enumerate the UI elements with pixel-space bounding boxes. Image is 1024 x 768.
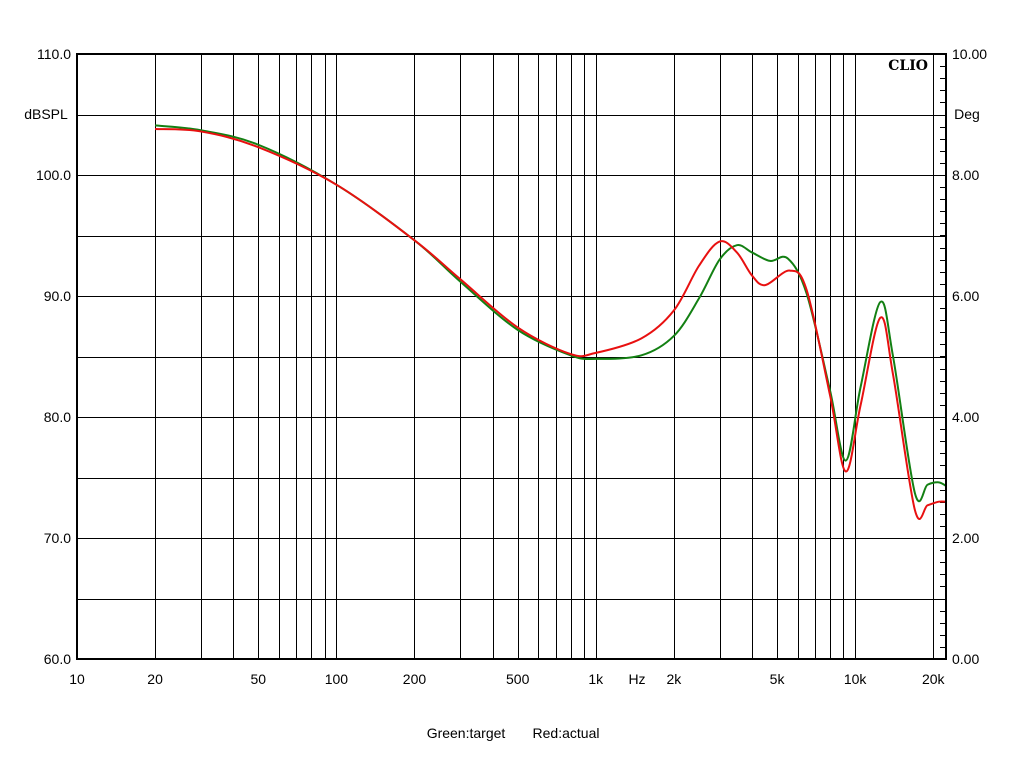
y-tick-label: 70.0	[44, 530, 71, 546]
legend-green: Green:target	[427, 725, 506, 741]
x-axis-label: Hz	[628, 671, 645, 687]
grid	[77, 54, 946, 659]
x-tick-label: 5k	[770, 671, 786, 687]
legend-red: Red:actual	[533, 725, 600, 741]
y-tick-label: 80.0	[44, 409, 71, 425]
y2-tick-label: 10.00	[952, 46, 987, 62]
x-tick-label: 200	[403, 671, 427, 687]
x-tick-label: 10k	[844, 671, 868, 687]
y-tick-label: 100.0	[36, 167, 71, 183]
series-line-target	[154, 124, 947, 503]
plot-frame	[76, 53, 947, 660]
y2-tick-label: 6.00	[952, 288, 979, 304]
tick-labels: 10 20 50 100 200 500 1k 2k 5k 10k 20k 110.0 100.0 90.…	[36, 46, 987, 687]
x-tick-label: 20	[147, 671, 163, 687]
y2-tick-label: 4.00	[952, 409, 979, 425]
y2-axis-label: Deg	[954, 106, 980, 122]
y2-tick-label: 8.00	[952, 167, 979, 183]
x-tick-label: 1k	[588, 671, 604, 687]
x-tick-label: 10	[69, 671, 85, 687]
y-axis-label: dBSPL	[24, 106, 68, 122]
y2-tick-label: 0.00	[952, 651, 979, 667]
curves	[154, 124, 947, 520]
x-tick-label: 500	[506, 671, 530, 687]
y2-tick-label: 2.00	[952, 530, 979, 546]
series-line-actual	[155, 128, 947, 520]
x-tick-label: 100	[325, 671, 349, 687]
y-tick-label: 110.0	[37, 46, 71, 62]
clio-logo: CLIO	[888, 58, 928, 74]
y-tick-label: 90.0	[44, 288, 71, 304]
y-tick-label: 60.0	[44, 651, 71, 667]
x-tick-label: 2k	[666, 671, 682, 687]
x-tick-label: 20k	[922, 671, 946, 687]
x-tick-label: 50	[251, 671, 267, 687]
